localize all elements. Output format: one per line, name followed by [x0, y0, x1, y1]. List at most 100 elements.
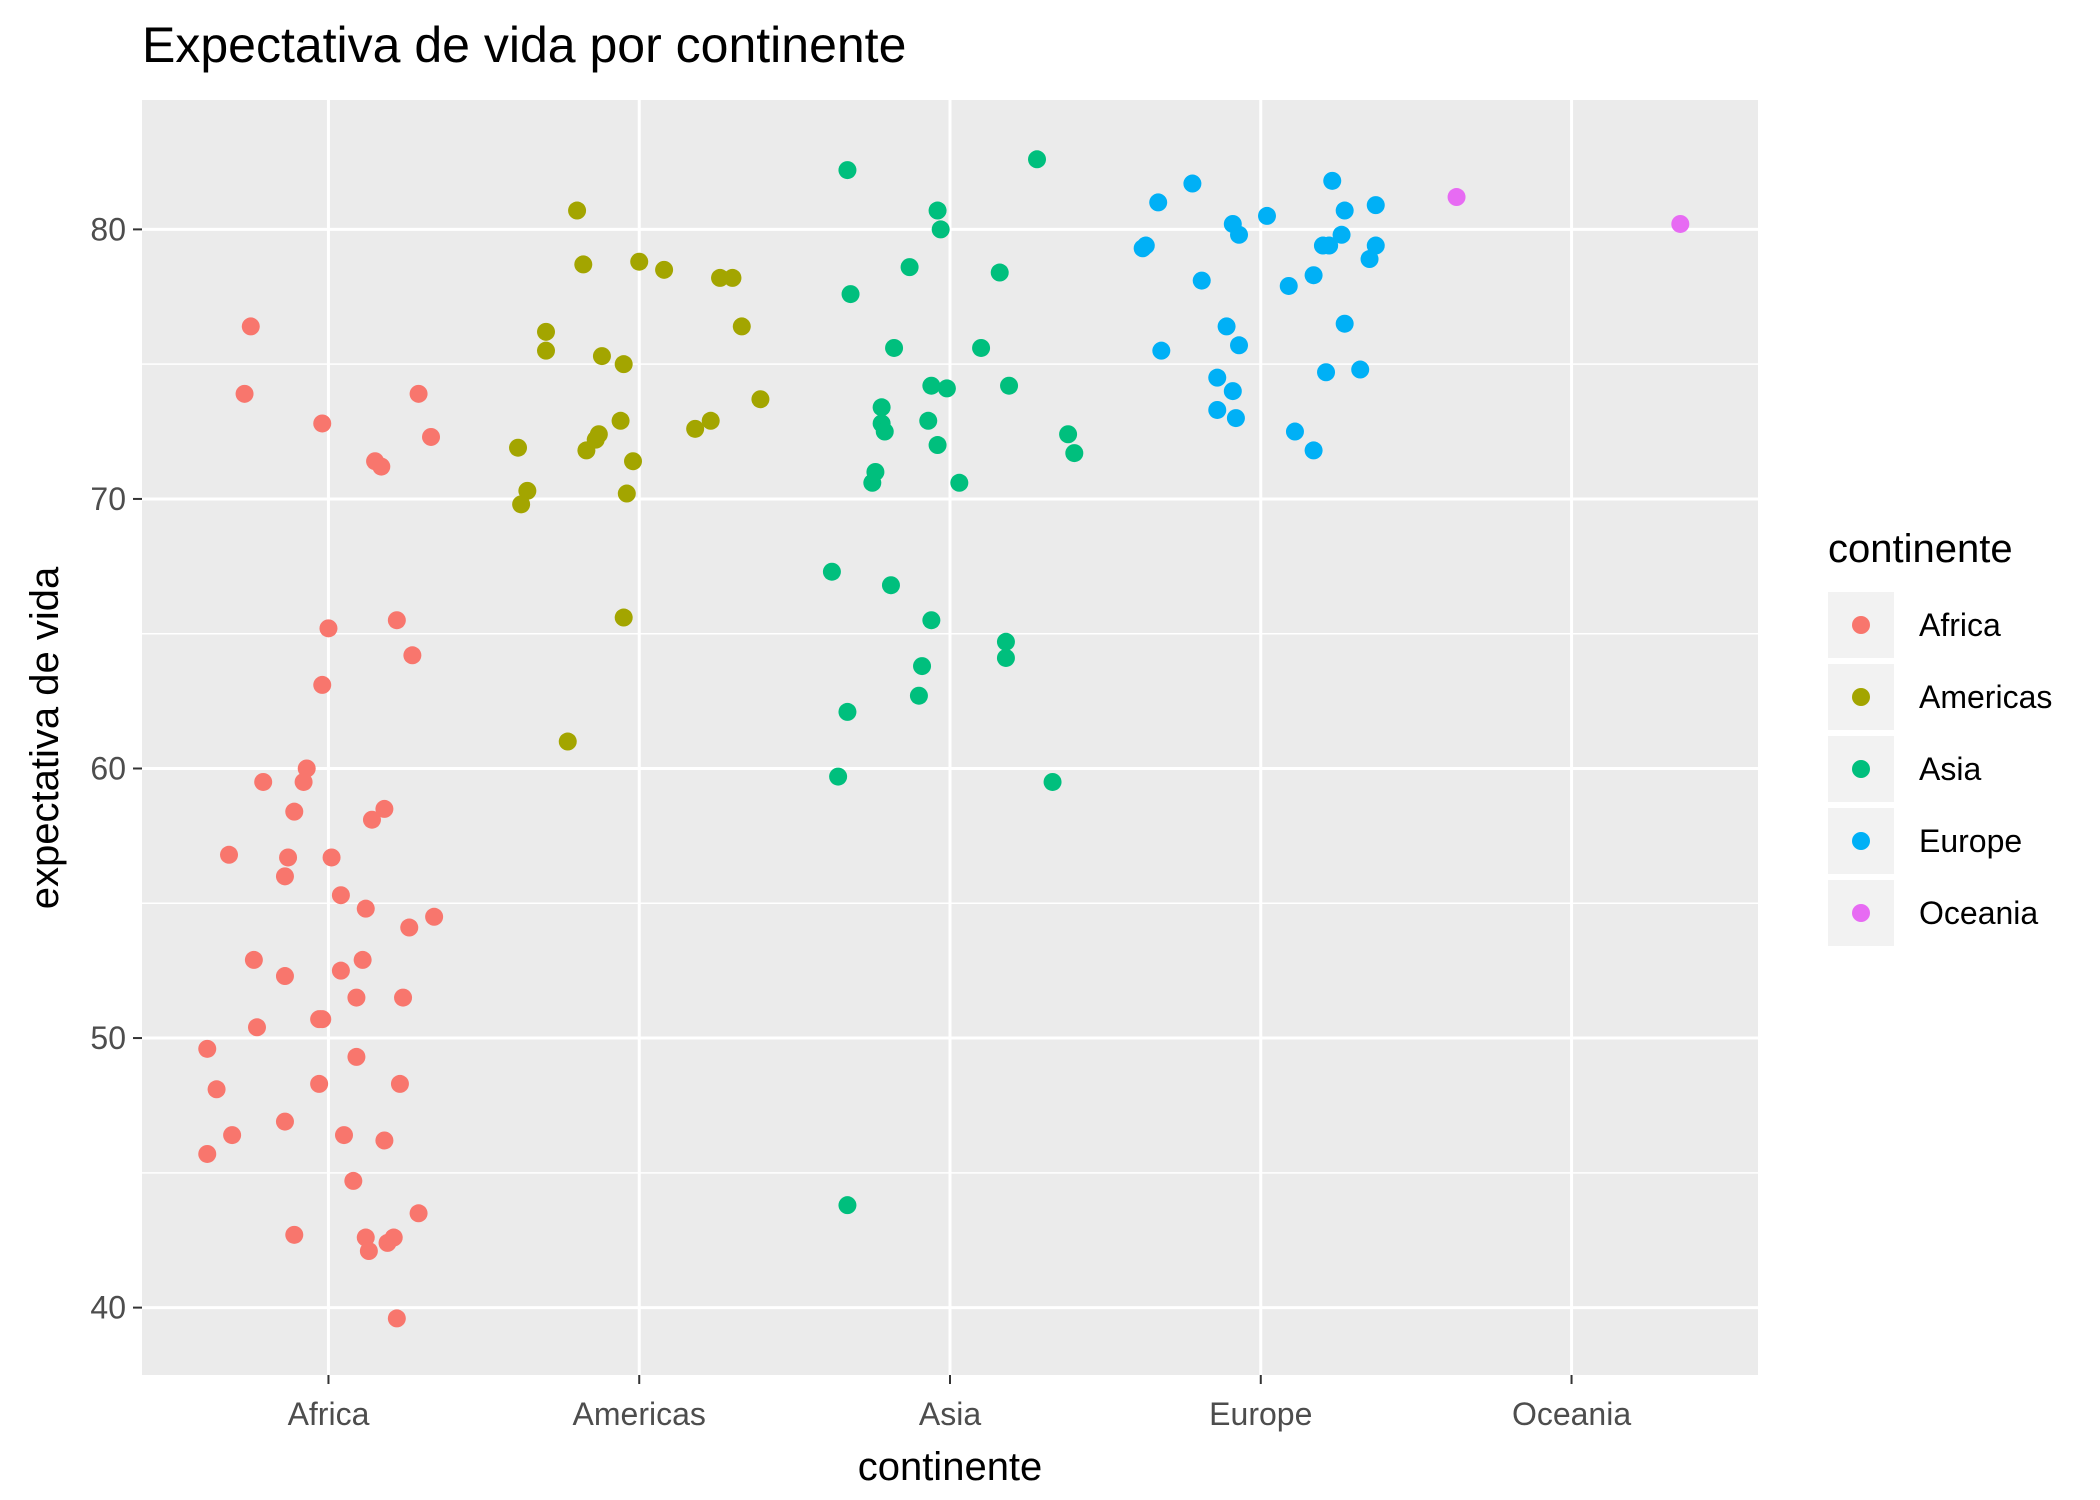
- legend-title: continente: [1828, 527, 2013, 571]
- data-point: [235, 384, 254, 403]
- data-point: [922, 376, 941, 395]
- data-point: [1136, 236, 1155, 255]
- data-point: [931, 220, 950, 239]
- data-point: [589, 425, 608, 444]
- data-point: [1257, 206, 1276, 225]
- legend-key-point: [1852, 616, 1870, 634]
- data-point: [1208, 400, 1227, 419]
- data-point: [275, 867, 294, 886]
- data-point: [387, 1309, 406, 1328]
- legend-label: Oceania: [1919, 895, 2038, 931]
- legend-label: Europe: [1919, 823, 2022, 859]
- data-point: [331, 886, 350, 905]
- scatter-points: [198, 150, 1690, 1328]
- legend-key-point: [1852, 832, 1870, 850]
- data-point: [1320, 236, 1339, 255]
- data-point: [1028, 150, 1047, 169]
- data-point: [1351, 360, 1370, 379]
- x-axis-title: continente: [858, 1445, 1043, 1489]
- y-tick-label: 60: [90, 750, 126, 786]
- legend-label: Africa: [1919, 607, 2001, 643]
- data-point: [838, 702, 857, 721]
- data-point: [1000, 376, 1019, 395]
- data-point: [732, 317, 751, 336]
- legend: continente Africa Americas Asia Europe Ocean…: [1828, 527, 2052, 946]
- data-point: [285, 802, 304, 821]
- data-point: [1230, 336, 1249, 355]
- data-point: [313, 414, 332, 433]
- data-point: [310, 1074, 329, 1093]
- data-point: [279, 848, 298, 867]
- data-point: [518, 481, 537, 500]
- data-point: [630, 252, 649, 271]
- data-point: [422, 427, 441, 446]
- data-point: [384, 1228, 403, 1247]
- x-tick-label: Africa: [288, 1396, 370, 1432]
- data-point: [928, 436, 947, 455]
- data-point: [275, 967, 294, 986]
- data-point: [403, 646, 422, 665]
- data-point: [375, 1131, 394, 1150]
- data-point: [1183, 174, 1202, 193]
- data-point: [1208, 368, 1227, 387]
- data-point: [1366, 196, 1385, 215]
- data-point: [512, 495, 531, 514]
- data-point: [1226, 409, 1245, 428]
- data-point: [919, 411, 938, 430]
- data-point: [1230, 225, 1249, 244]
- legend-key-point: [1852, 760, 1870, 778]
- data-point: [624, 452, 643, 471]
- y-tick-label: 70: [90, 481, 126, 517]
- data-point: [425, 907, 444, 926]
- data-point: [829, 767, 848, 786]
- data-point: [347, 1047, 366, 1066]
- data-point: [751, 390, 770, 409]
- data-point: [1279, 276, 1298, 295]
- data-point: [313, 1010, 332, 1029]
- data-point: [322, 848, 341, 867]
- data-point: [1317, 363, 1336, 382]
- data-point: [1149, 193, 1168, 212]
- data-point: [900, 258, 919, 277]
- data-point: [822, 562, 841, 581]
- data-point: [1447, 188, 1466, 207]
- data-point: [950, 473, 969, 492]
- data-point: [537, 341, 555, 360]
- legend-label: Asia: [1919, 751, 1981, 787]
- y-axis-title: expectativa de vida: [23, 566, 67, 909]
- data-point: [1304, 441, 1323, 460]
- data-point: [614, 608, 633, 627]
- chart-title: Expectativa de vida por continente: [142, 17, 906, 73]
- data-point: [701, 411, 720, 430]
- legend-key-point: [1852, 904, 1870, 922]
- data-point: [1285, 422, 1304, 441]
- data-point: [913, 657, 932, 676]
- data-point: [1304, 266, 1323, 285]
- data-point: [344, 1171, 363, 1190]
- data-point: [841, 285, 860, 304]
- data-point: [294, 772, 313, 791]
- x-axis: Africa Americas Asia Europe Oceania: [288, 1375, 1631, 1432]
- data-point: [711, 268, 730, 287]
- data-point: [1192, 271, 1211, 290]
- data-point: [198, 1039, 217, 1058]
- data-point: [863, 473, 882, 492]
- data-point: [198, 1144, 217, 1163]
- legend-key-point: [1852, 688, 1870, 706]
- data-point: [409, 1204, 428, 1223]
- data-point: [247, 1018, 266, 1037]
- data-point: [509, 438, 528, 457]
- x-tick-label: Oceania: [1512, 1396, 1631, 1432]
- data-point: [1217, 317, 1236, 336]
- x-tick-label: Europe: [1209, 1396, 1312, 1432]
- data-point: [885, 338, 904, 357]
- data-point: [390, 1074, 409, 1093]
- data-point: [558, 732, 577, 751]
- data-point: [655, 260, 674, 279]
- data-point: [592, 347, 611, 366]
- data-point: [362, 810, 381, 829]
- data-point: [996, 632, 1015, 651]
- data-point: [335, 1126, 353, 1145]
- data-point: [254, 772, 273, 791]
